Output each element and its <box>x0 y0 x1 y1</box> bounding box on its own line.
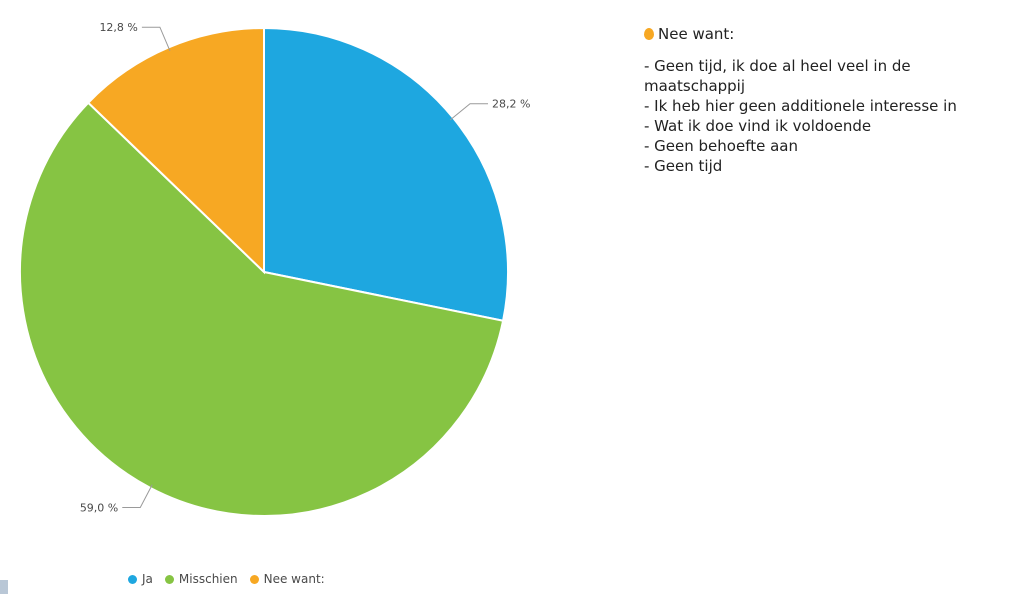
note-title: Nee want: <box>644 24 1014 44</box>
note-line-4: - Geen behoefte aan <box>644 137 798 155</box>
note-line-1: - Geen tijd, ik doe al heel veel in de m… <box>644 57 911 95</box>
legend-dot-nee <box>249 574 259 584</box>
slice-label-ja: 28,2 % <box>492 98 530 111</box>
slice-label-misschien: 59,0 % <box>80 501 118 514</box>
leader-line-nee-want <box>141 26 171 52</box>
leader-line-misschien <box>122 484 153 508</box>
note-line-2: - Ik heb hier geen additionele interesse… <box>644 97 957 115</box>
legend-dot-misschien <box>164 574 174 584</box>
legend-label-misschien: Misschien <box>178 572 238 586</box>
legend-label-ja: Ja <box>142 572 153 586</box>
note-line-5: - Geen tijd <box>644 157 723 175</box>
corner-decoration <box>0 580 8 594</box>
legend-dot-ja <box>128 574 137 584</box>
note-line-3: - Wat ik doe vind ik voldoende <box>644 117 872 135</box>
legend-item-nee: Nee want: <box>249 572 325 586</box>
pie-chart: 28,2 % 59,0 % 12,8 % <box>19 21 531 517</box>
legend-label-nee: Nee want: <box>263 572 325 586</box>
slice-labels: 28,2 % 59,0 % 12,8 % <box>80 21 531 514</box>
pie-slices <box>19 26 509 517</box>
chart-legend: Ja Misschien Nee want: <box>128 572 325 586</box>
slice-label-nee-want: 12,8 % <box>99 21 137 34</box>
slice-leader-lines <box>122 26 489 508</box>
note-title-text: Nee want: <box>658 25 735 43</box>
legend-item-misschien: Misschien <box>164 572 238 586</box>
leader-line-ja <box>449 103 489 121</box>
orange-bullet-icon <box>644 28 654 40</box>
legend-item-ja: Ja <box>128 572 153 586</box>
pie-slice-ja <box>263 26 509 322</box>
nee-want-note: Nee want: - Geen tijd, ik doe al heel ve… <box>644 24 1014 176</box>
